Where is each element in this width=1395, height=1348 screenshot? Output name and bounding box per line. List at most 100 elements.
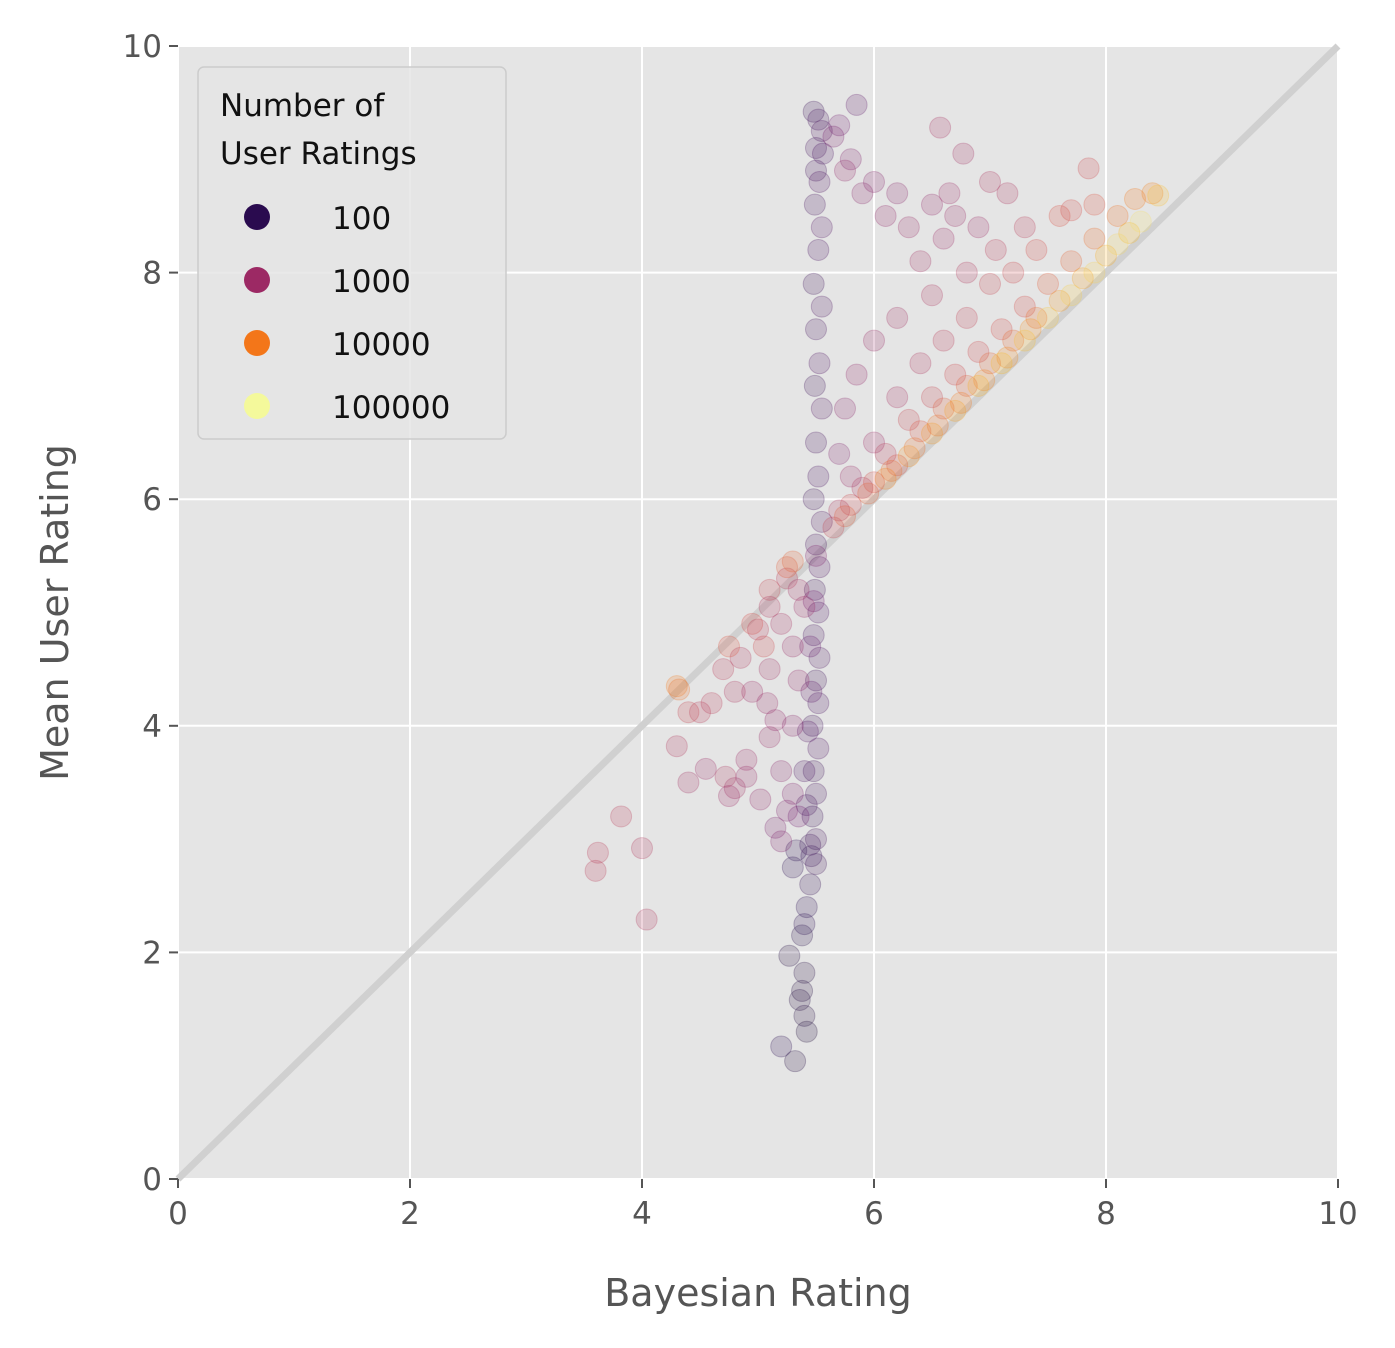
data-point bbox=[723, 777, 746, 800]
data-point bbox=[795, 794, 818, 817]
data-point bbox=[921, 193, 943, 216]
data-point bbox=[944, 363, 967, 386]
data-point bbox=[807, 108, 830, 131]
data-point bbox=[689, 701, 711, 724]
data-point bbox=[793, 595, 816, 618]
data-point bbox=[863, 170, 885, 193]
y-tick-label: 2 bbox=[142, 935, 162, 971]
data-point bbox=[1025, 238, 1048, 261]
data-point bbox=[802, 760, 825, 783]
data-point bbox=[1077, 157, 1100, 180]
data-point bbox=[665, 735, 688, 758]
legend-title-line-1: Number of bbox=[220, 88, 385, 124]
data-point bbox=[1106, 233, 1129, 256]
data-point bbox=[839, 465, 862, 488]
data-point bbox=[586, 841, 609, 864]
reference-diagonal-line bbox=[175, 43, 1341, 1182]
data-point bbox=[967, 216, 990, 239]
data-point bbox=[799, 833, 822, 856]
data-point bbox=[926, 414, 949, 437]
data-point bbox=[712, 658, 735, 681]
data-point bbox=[778, 944, 801, 967]
data-point bbox=[799, 635, 822, 658]
data-point bbox=[955, 306, 978, 329]
data-point bbox=[808, 170, 831, 193]
data-point bbox=[880, 459, 903, 482]
data-point bbox=[787, 669, 810, 692]
data-point bbox=[1048, 204, 1071, 227]
data-point bbox=[694, 757, 717, 780]
data-point bbox=[805, 136, 827, 159]
data-point bbox=[944, 399, 967, 422]
data-point bbox=[677, 771, 700, 794]
data-point bbox=[781, 782, 804, 805]
data-point bbox=[795, 1020, 818, 1043]
data-point bbox=[788, 988, 811, 1011]
data-point bbox=[784, 1050, 807, 1073]
data-point bbox=[886, 306, 909, 329]
data-point bbox=[807, 601, 830, 624]
data-point bbox=[793, 760, 816, 783]
data-point bbox=[810, 397, 833, 420]
data-point bbox=[990, 352, 1013, 375]
data-point bbox=[1118, 221, 1141, 244]
data-point bbox=[787, 805, 810, 828]
data-point bbox=[984, 238, 1007, 261]
data-point bbox=[932, 227, 955, 250]
legend-entry-label: 100000 bbox=[332, 390, 450, 426]
data-point bbox=[799, 873, 822, 896]
data-point bbox=[805, 318, 827, 341]
data-point bbox=[1013, 216, 1036, 239]
data-point bbox=[805, 828, 827, 851]
data-point bbox=[807, 737, 830, 760]
data-point bbox=[796, 720, 819, 743]
data-point bbox=[828, 114, 851, 137]
data-point bbox=[909, 250, 932, 273]
data-point bbox=[810, 510, 833, 533]
data-point bbox=[1083, 193, 1106, 216]
data-point bbox=[1060, 250, 1083, 273]
x-tick-label: 4 bbox=[632, 1196, 652, 1232]
legend: Number of User Ratings 100 1000 10000 10000… bbox=[197, 66, 507, 440]
data-point bbox=[1060, 284, 1083, 307]
legend-marker bbox=[244, 204, 270, 230]
data-point bbox=[677, 701, 700, 724]
data-point bbox=[932, 329, 955, 352]
legend-title-line-2: User Ratings bbox=[220, 136, 417, 172]
data-point bbox=[793, 961, 816, 984]
data-point bbox=[851, 476, 874, 499]
x-tick-label: 0 bbox=[168, 1196, 188, 1232]
data-point bbox=[776, 567, 798, 590]
x-tick-label: 8 bbox=[1096, 1196, 1116, 1232]
data-point bbox=[810, 119, 833, 142]
data-point bbox=[635, 908, 658, 931]
data-point bbox=[770, 760, 793, 783]
data-point bbox=[952, 142, 975, 165]
data-point bbox=[955, 374, 978, 397]
legend-entry-label: 1000 bbox=[332, 264, 411, 300]
data-point bbox=[803, 374, 826, 397]
data-point bbox=[921, 422, 943, 445]
data-point bbox=[741, 680, 764, 703]
data-point bbox=[723, 680, 746, 703]
data-point bbox=[1106, 204, 1129, 227]
data-point bbox=[810, 295, 833, 318]
data-point bbox=[973, 369, 996, 392]
data-point bbox=[822, 125, 845, 148]
data-point bbox=[874, 442, 897, 465]
data-point bbox=[700, 692, 723, 715]
data-point bbox=[756, 692, 779, 715]
data-point bbox=[803, 193, 826, 216]
data-point bbox=[1037, 272, 1059, 295]
data-point bbox=[805, 533, 827, 556]
data-point bbox=[1071, 267, 1094, 290]
data-point bbox=[808, 646, 831, 669]
data-point bbox=[800, 845, 823, 868]
data-point bbox=[805, 669, 827, 692]
data-point bbox=[584, 859, 607, 882]
data-point bbox=[801, 714, 824, 737]
data-point bbox=[805, 782, 827, 805]
data-point bbox=[741, 612, 764, 635]
